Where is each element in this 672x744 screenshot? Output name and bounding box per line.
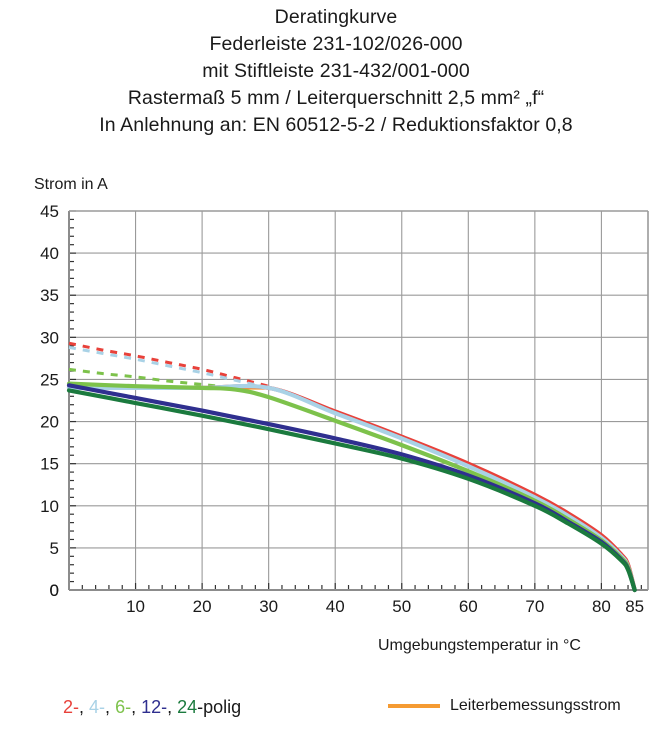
svg-text:40: 40 bbox=[326, 597, 345, 616]
legend-separator: , bbox=[167, 697, 178, 717]
title-line-1: Deratingkurve bbox=[274, 6, 398, 28]
svg-text:30: 30 bbox=[40, 328, 59, 347]
legend-separator: , bbox=[105, 697, 116, 717]
series-6-polig-theoretisch- bbox=[68, 367, 236, 390]
svg-text:60: 60 bbox=[459, 597, 478, 616]
x-axis-title: Umgebungstemperatur in °C bbox=[378, 637, 581, 654]
legend-separator: , bbox=[131, 697, 142, 717]
svg-text:5: 5 bbox=[50, 539, 59, 558]
svg-text:20: 20 bbox=[40, 413, 59, 432]
legend-rated-current-label: Leiterbemessungsstrom bbox=[450, 697, 621, 714]
svg-text:70: 70 bbox=[525, 597, 544, 616]
svg-text:25: 25 bbox=[40, 370, 59, 389]
chart-legend: 2-, 4-, 6-, 12-, 24-polig Leiterbemessun… bbox=[0, 697, 672, 731]
svg-text:0: 0 bbox=[50, 581, 59, 600]
legend-separator: , bbox=[79, 697, 90, 717]
svg-text:10: 10 bbox=[40, 497, 59, 516]
svg-text:80: 80 bbox=[592, 597, 611, 616]
svg-text:35: 35 bbox=[40, 286, 59, 305]
legend-pole-count-2: 2- bbox=[63, 697, 80, 717]
legend-pole-count-24: 24 bbox=[177, 697, 198, 717]
series-4-polig-theoretisch- bbox=[68, 345, 269, 390]
svg-text:20: 20 bbox=[193, 597, 212, 616]
legend-pole-count-12: 12- bbox=[141, 697, 168, 717]
orange-line-swatch bbox=[388, 704, 440, 708]
svg-text:40: 40 bbox=[40, 244, 59, 263]
series-24-polig bbox=[66, 388, 637, 593]
data-series-layer bbox=[66, 341, 637, 593]
svg-text:45: 45 bbox=[40, 202, 59, 221]
svg-text:85: 85 bbox=[625, 597, 644, 616]
svg-text:50: 50 bbox=[392, 597, 411, 616]
y-axis-title: Strom in A bbox=[34, 176, 108, 193]
title-line-5: In Anlehnung an: EN 60512-5-2 / Reduktio… bbox=[99, 114, 573, 136]
series-2-polig bbox=[66, 384, 637, 593]
series-2-polig-theoretisch- bbox=[68, 341, 270, 388]
svg-text:30: 30 bbox=[259, 597, 278, 616]
legend-polig-entry: 2-, 4-, 6-, 12-, 24-polig bbox=[63, 697, 241, 718]
legend-pole-count-6: 6- bbox=[115, 697, 132, 717]
svg-text:10: 10 bbox=[126, 597, 145, 616]
legend-rated-current-entry: Leiterbemessungsstrom bbox=[388, 697, 621, 715]
chart-title-block: Deratingkurve Federleiste 231-102/026-00… bbox=[0, 4, 672, 139]
svg-text:15: 15 bbox=[40, 455, 59, 474]
plot-frame bbox=[68, 210, 649, 591]
legend-pole-count-4: 4- bbox=[89, 697, 106, 717]
svg-text:0: 0 bbox=[50, 581, 59, 600]
title-line-3: mit Stiftleiste 231-432/001-000 bbox=[202, 60, 470, 82]
legend-polig-suffix: -polig bbox=[197, 697, 242, 717]
title-line-4: Rastermaß 5 mm / Leiterquerschnitt 2,5 m… bbox=[127, 87, 545, 109]
series-6-polig bbox=[66, 381, 637, 593]
title-line-2: Federleiste 231-102/026-000 bbox=[209, 33, 463, 55]
